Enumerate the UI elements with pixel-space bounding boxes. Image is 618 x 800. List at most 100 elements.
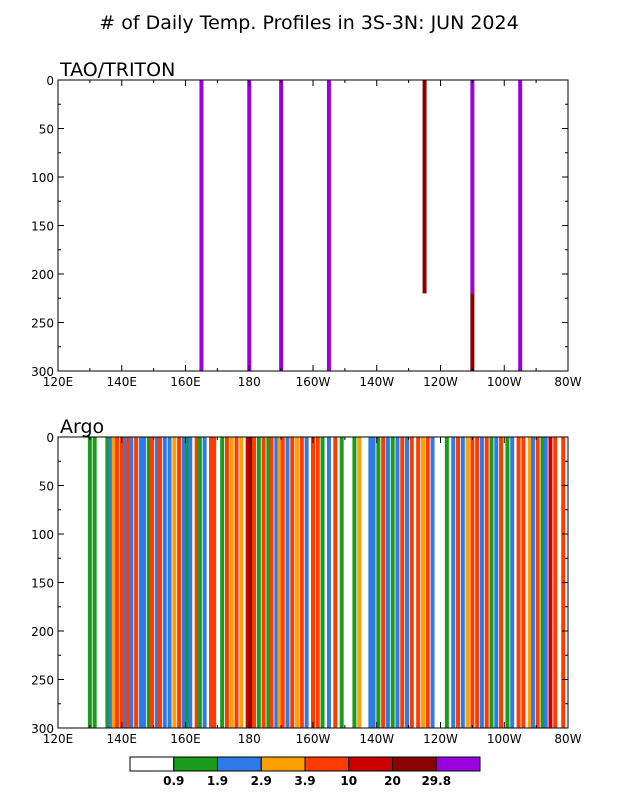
argo-panel-title: Argo bbox=[60, 416, 104, 438]
profile-bar bbox=[202, 437, 207, 728]
plot-frame bbox=[57, 79, 569, 372]
x-tick-label: 140E bbox=[107, 732, 138, 746]
y-tick-label: 0 bbox=[46, 74, 54, 88]
profile-bar bbox=[87, 437, 92, 728]
profile-bar bbox=[475, 437, 480, 728]
profile-bar bbox=[162, 437, 167, 728]
y-tick-label: 300 bbox=[31, 365, 54, 379]
legend-swatch bbox=[129, 756, 175, 772]
profile-bar bbox=[530, 437, 535, 728]
profile-bar bbox=[390, 437, 395, 728]
y-tick-label: 200 bbox=[31, 625, 54, 639]
profile-bar bbox=[326, 80, 331, 371]
profile-bar bbox=[460, 437, 465, 728]
tao-triton-panel: TAO/TRITON 120E 140E 160E 180 160W 140W 120W 10… bbox=[31, 59, 582, 389]
figure-title: # of Daily Temp. Profiles in 3S-3N: JUN … bbox=[99, 12, 518, 34]
profile-bar bbox=[540, 437, 545, 728]
x-tick-label: 120E bbox=[43, 375, 74, 389]
profile-bar bbox=[489, 437, 494, 728]
x-tick-label: 160E bbox=[170, 375, 201, 389]
profile-bar bbox=[111, 437, 116, 728]
x-tick-label: 140E bbox=[107, 375, 138, 389]
profile-bar bbox=[499, 437, 504, 728]
profile-bar bbox=[134, 437, 139, 728]
profile-bar bbox=[326, 437, 331, 728]
profile-bar bbox=[119, 437, 124, 728]
argo-panel: Argo 120E 140E 160E 180 160W 140W 120W 100W 80W 0… bbox=[31, 416, 582, 746]
y-tick-label: 200 bbox=[31, 268, 54, 282]
profile-bar bbox=[295, 437, 300, 728]
y-tick-label: 50 bbox=[39, 480, 54, 494]
x-tick-label: 160E bbox=[170, 732, 201, 746]
legend-swatch bbox=[173, 756, 218, 772]
profile-bar bbox=[376, 437, 381, 728]
profile-bar bbox=[521, 437, 526, 728]
profile-bar bbox=[368, 437, 373, 728]
profile-bar bbox=[505, 437, 510, 728]
profile-bar bbox=[470, 437, 475, 728]
profile-bar bbox=[385, 437, 390, 728]
profile-bar bbox=[212, 437, 217, 728]
profile-bar bbox=[247, 80, 252, 371]
profile-bar bbox=[146, 437, 151, 728]
profile-bar bbox=[261, 437, 266, 728]
profile-bar bbox=[185, 437, 190, 728]
profile-bar bbox=[142, 437, 147, 728]
profile-bar bbox=[425, 437, 430, 728]
profile-bar bbox=[158, 437, 162, 728]
y-tick-label: 250 bbox=[31, 674, 54, 688]
profile-bar bbox=[430, 437, 435, 728]
x-tick-label: 140W bbox=[359, 732, 394, 746]
profile-bar bbox=[456, 437, 461, 728]
profile-bar bbox=[274, 437, 279, 728]
profile-bar bbox=[527, 437, 532, 728]
x-tick-label: 160W bbox=[296, 732, 331, 746]
color-legend: 0.9 1.9 2.9 3.9 10 20 29.8 bbox=[129, 756, 481, 788]
y-tick-label: 300 bbox=[31, 722, 54, 736]
profile-bar bbox=[315, 437, 320, 728]
profile-bar bbox=[194, 437, 199, 728]
profile-bar bbox=[416, 437, 421, 728]
x-tick-label: 100W bbox=[487, 732, 522, 746]
profile-bar bbox=[285, 437, 290, 728]
profile-bar bbox=[209, 437, 213, 728]
profile-bar bbox=[304, 437, 309, 728]
profile-bar bbox=[266, 437, 271, 728]
profile-bar bbox=[548, 437, 553, 728]
y-tick-label: 250 bbox=[31, 317, 54, 331]
profile-bar bbox=[311, 437, 315, 728]
profile-bar bbox=[224, 437, 229, 728]
profile-bar bbox=[444, 437, 449, 728]
legend-swatch bbox=[260, 756, 306, 772]
profile-bar bbox=[371, 437, 376, 728]
profile-bar bbox=[114, 437, 119, 728]
profile-bar bbox=[381, 437, 386, 728]
profile-bar bbox=[256, 437, 261, 728]
profile-bar bbox=[177, 437, 182, 728]
legend-label: 20 bbox=[384, 774, 401, 788]
profile-bar bbox=[150, 437, 155, 728]
profile-bar bbox=[290, 437, 295, 728]
profile-bar bbox=[181, 437, 186, 728]
y-tick-label: 150 bbox=[31, 577, 54, 591]
profile-bar bbox=[479, 437, 484, 728]
legend-swatch bbox=[392, 756, 437, 772]
profile-bar bbox=[269, 437, 274, 728]
profile-bar bbox=[122, 437, 127, 728]
profile-bar bbox=[320, 437, 325, 728]
profile-bar bbox=[129, 437, 134, 728]
profile-bar bbox=[395, 437, 400, 728]
profile-bar bbox=[229, 437, 234, 728]
profile-bar bbox=[420, 437, 425, 728]
y-tick-label: 50 bbox=[39, 123, 54, 137]
profile-bar bbox=[277, 437, 282, 728]
legend-label: 2.9 bbox=[251, 774, 272, 788]
profile-bar bbox=[357, 437, 362, 728]
legend-label: 0.9 bbox=[163, 774, 184, 788]
profile-bar bbox=[280, 437, 285, 728]
profile-bar bbox=[405, 437, 410, 728]
legend-label: 1.9 bbox=[207, 774, 228, 788]
profile-bar bbox=[245, 437, 250, 728]
profile-bar bbox=[352, 437, 357, 728]
